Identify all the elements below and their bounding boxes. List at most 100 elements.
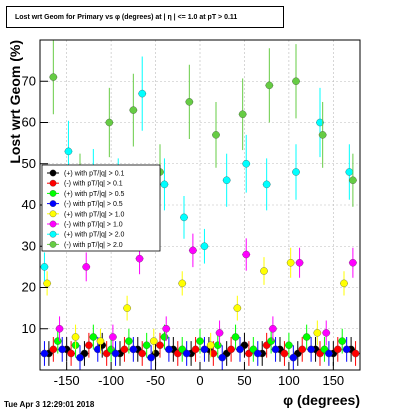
data-point — [76, 353, 84, 362]
data-point — [185, 98, 194, 106]
data-point — [160, 333, 169, 341]
data-point — [298, 345, 306, 354]
data-point — [58, 345, 66, 354]
data-point — [340, 279, 348, 288]
data-point — [40, 349, 49, 358]
data-point — [316, 118, 324, 127]
data-point — [286, 258, 295, 267]
legend-marker — [49, 241, 57, 248]
data-point — [267, 337, 275, 345]
x-tick-label: 100 — [278, 373, 300, 388]
legend: (+) with pT/|q| > 0.1 (-) with pT/|q| > 0… — [41, 164, 161, 252]
series-3 — [40, 337, 351, 370]
legend-entry: (+) with pT/|q| > 0.1 — [64, 171, 125, 178]
legend-entry: (+) with pT/|q| > 0.5 — [64, 191, 125, 198]
y-tick-label: 60 — [22, 115, 36, 130]
data-point — [125, 337, 133, 345]
x-tick-label: -150 — [54, 373, 80, 388]
legend-entry: (-) with pT/|q| > 0.1 — [64, 181, 123, 188]
data-point — [138, 89, 146, 98]
data-point — [196, 337, 204, 345]
timestamp-footer: Tue Apr 3 12:29:01 2018 — [4, 400, 95, 409]
data-point — [178, 279, 186, 288]
data-point — [160, 180, 169, 189]
data-point — [292, 168, 300, 176]
legend-marker — [49, 220, 57, 228]
legend-box — [41, 164, 161, 252]
x-tick-label: -100 — [98, 373, 124, 388]
data-point — [156, 341, 164, 349]
data-point — [85, 341, 93, 349]
data-point — [55, 324, 64, 333]
data-point — [233, 304, 242, 312]
data-point — [135, 254, 144, 263]
x-tick-label: 0 — [196, 373, 203, 388]
y-tick-label: 50 — [22, 156, 36, 171]
data-points — [40, 40, 360, 370]
data-point — [191, 345, 200, 354]
data-point — [302, 333, 311, 341]
data-point — [289, 353, 298, 362]
data-point — [209, 349, 218, 358]
title-box: Lost wrt Geom for Primary vs φ (degrees)… — [6, 6, 284, 28]
y-tick-label: 70 — [22, 73, 36, 88]
data-point — [64, 147, 73, 156]
data-point — [82, 263, 90, 271]
data-point — [313, 329, 322, 337]
data-point — [349, 176, 357, 184]
data-point — [271, 345, 280, 354]
data-point — [215, 329, 224, 337]
series-4 — [43, 247, 348, 358]
data-point — [96, 337, 105, 345]
data-point — [120, 345, 129, 354]
data-point — [189, 246, 197, 255]
data-point — [67, 349, 75, 358]
legend-entry: (+) with pT/|q| > 2.0 — [64, 232, 125, 239]
data-point — [71, 333, 80, 341]
data-point — [262, 180, 271, 189]
axis-ticks: -150 -100 -50 0 50 100 150 10 20 30 40 50 60 70 — [22, 73, 345, 388]
data-point — [236, 345, 244, 354]
x-tick-label: 150 — [322, 373, 344, 388]
data-point — [254, 349, 262, 358]
data-point — [138, 349, 146, 358]
y-tick-label: 10 — [22, 321, 36, 336]
data-point — [295, 258, 304, 267]
data-point — [351, 349, 360, 358]
data-point — [238, 110, 247, 119]
data-point — [214, 341, 222, 349]
data-point — [206, 341, 215, 349]
data-point — [105, 118, 114, 127]
chart-title: Lost wrt Geom for Primary vs φ (degrees)… — [15, 14, 238, 21]
data-point — [200, 345, 209, 354]
legend-entry: (-) with pT/|q| > 0.5 — [64, 201, 123, 208]
legend-entry: (+) with pT/|q| > 1.0 — [64, 211, 125, 218]
data-point — [109, 333, 117, 341]
data-point — [227, 345, 235, 354]
data-point — [150, 337, 158, 345]
data-point — [242, 159, 250, 168]
legend-marker — [49, 200, 57, 207]
data-point — [292, 77, 300, 86]
data-point — [123, 304, 131, 312]
data-point — [280, 349, 289, 358]
x-axis-title: φ (degrees) — [283, 392, 360, 408]
data-point — [285, 341, 293, 349]
legend-entry: (-) with pT/|q| > 2.0 — [64, 242, 123, 249]
data-point — [89, 333, 98, 341]
data-point — [111, 349, 120, 358]
data-point — [129, 345, 138, 354]
data-point — [307, 345, 315, 354]
legend-marker — [49, 210, 57, 218]
data-point — [349, 258, 357, 267]
data-point — [338, 337, 346, 345]
data-point — [242, 250, 250, 259]
data-point — [162, 324, 170, 333]
legend-marker — [49, 179, 57, 187]
data-point — [322, 329, 330, 337]
data-point — [269, 324, 277, 333]
data-point — [129, 106, 138, 114]
data-point — [54, 337, 62, 345]
data-point — [49, 73, 58, 81]
